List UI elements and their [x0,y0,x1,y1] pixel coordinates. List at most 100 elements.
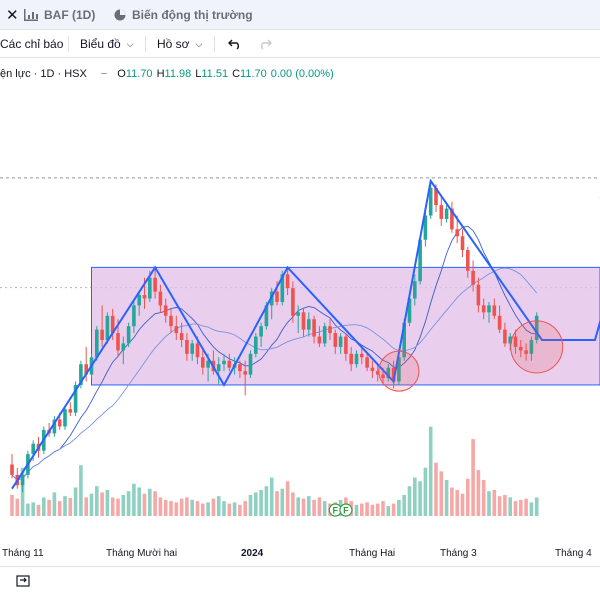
candle-body [497,315,502,330]
candle-body [322,326,327,344]
candle-body [428,187,433,216]
tab-symbol[interactable]: BAF (1D) [24,0,95,30]
candle-body [84,364,88,375]
volume-bar [370,504,375,516]
volume-bar [481,480,486,516]
candle-body [285,274,290,289]
toolbar-divider [68,36,69,52]
ohlc-legend: ện lực · 1D · HSX − O 11.70 H 11.98 L 11.51… [0,64,338,84]
toolbar: Các chỉ báo Biểu đồ ⌵ Hồ sơ ⌵ [0,30,600,58]
volume-bar [137,487,141,516]
close-icon[interactable]: ✕ [6,7,19,24]
candle-body [169,315,173,327]
low-value: 11.51 [201,68,229,80]
candle-body [137,295,141,306]
volume-bar [391,503,396,516]
replay-icon[interactable] [16,575,32,589]
volume-bar [402,494,406,516]
volume-bar [280,488,285,516]
candle-body [174,326,179,334]
candle-body [434,187,438,206]
volume-bar [174,502,179,516]
volume-bar [450,487,454,516]
candle-body [195,343,200,358]
volume-bar [397,499,401,516]
visibility-icon[interactable]: − [100,68,108,80]
volume-bar [508,497,512,516]
toolbar-divider [145,36,146,52]
volume-bar [116,498,120,516]
pie-chart-icon [114,9,126,21]
dividend-marker-label: F [343,506,349,516]
candle-body [460,236,465,251]
tab-bar: ✕ BAF (1D) Biến động thị trường [0,0,600,30]
undo-icon [228,39,239,50]
x-tick-label: Tháng Mười hai [106,548,178,559]
candle-body [264,305,269,327]
indicators-button[interactable]: Các chỉ báo [0,30,63,58]
volume-bar [132,483,136,516]
highlight-circle [378,350,420,392]
candle-body [158,291,163,306]
candle-body [439,205,444,219]
volume-bar [63,496,67,516]
volume-bar [254,492,258,516]
low-key: L [195,68,202,80]
candle-body [529,340,534,354]
open-key: O [117,68,126,80]
volume-bar [524,498,528,516]
candle-body [481,305,486,313]
candle-body [95,329,99,358]
redo-icon [261,39,272,50]
redo-button[interactable] [258,30,272,58]
candle-body [328,326,332,334]
volume-bar [79,465,83,516]
volume-bar [36,504,41,516]
profile-dropdown[interactable]: Hồ sơ ⌵ [157,30,202,58]
candle-body [450,208,454,230]
volume-bar [163,499,168,516]
candle-body [307,319,311,330]
moving-average-line [11,225,537,481]
volume-bar [201,503,205,516]
candle-body [402,322,406,358]
candle-body [280,274,285,302]
candle-body [370,367,375,372]
volume-bar [285,481,290,516]
undo-button[interactable] [228,30,242,58]
volume-bar [291,492,295,516]
volume-bar [428,426,433,516]
candle-body [201,357,205,368]
close-value: 11.70 [240,68,267,80]
candle-body [349,353,353,365]
candle-body [116,333,120,351]
volume-bar [434,462,438,516]
charts-dropdown[interactable]: Biểu đồ ⌵ [80,30,134,58]
volume-bar [360,503,364,516]
candle-body [31,443,35,455]
volume-bar [529,502,534,516]
candle-body [222,360,226,365]
candle-body [275,291,279,302]
bar-chart-icon [24,9,38,21]
candle-body [503,329,507,344]
volume-bar [57,501,62,516]
candle-body [153,277,157,292]
volume-bar [423,467,428,516]
candle-body [63,409,67,427]
volume-bar [126,491,131,516]
candle-body [365,357,369,368]
toolbar-divider [214,36,215,52]
volume-bar [418,481,422,516]
candle-body [301,312,306,330]
candle-body [487,305,491,313]
candle-body [206,360,210,368]
volume-bar [42,497,46,516]
volume-bar [68,498,73,516]
candle-body [492,305,497,316]
tab-market-movers[interactable]: Biến động thị trường [114,0,253,30]
candle-body [476,284,481,306]
profile-label: Hồ sơ [157,37,190,51]
x-tick-label: Tháng 3 [440,548,477,559]
